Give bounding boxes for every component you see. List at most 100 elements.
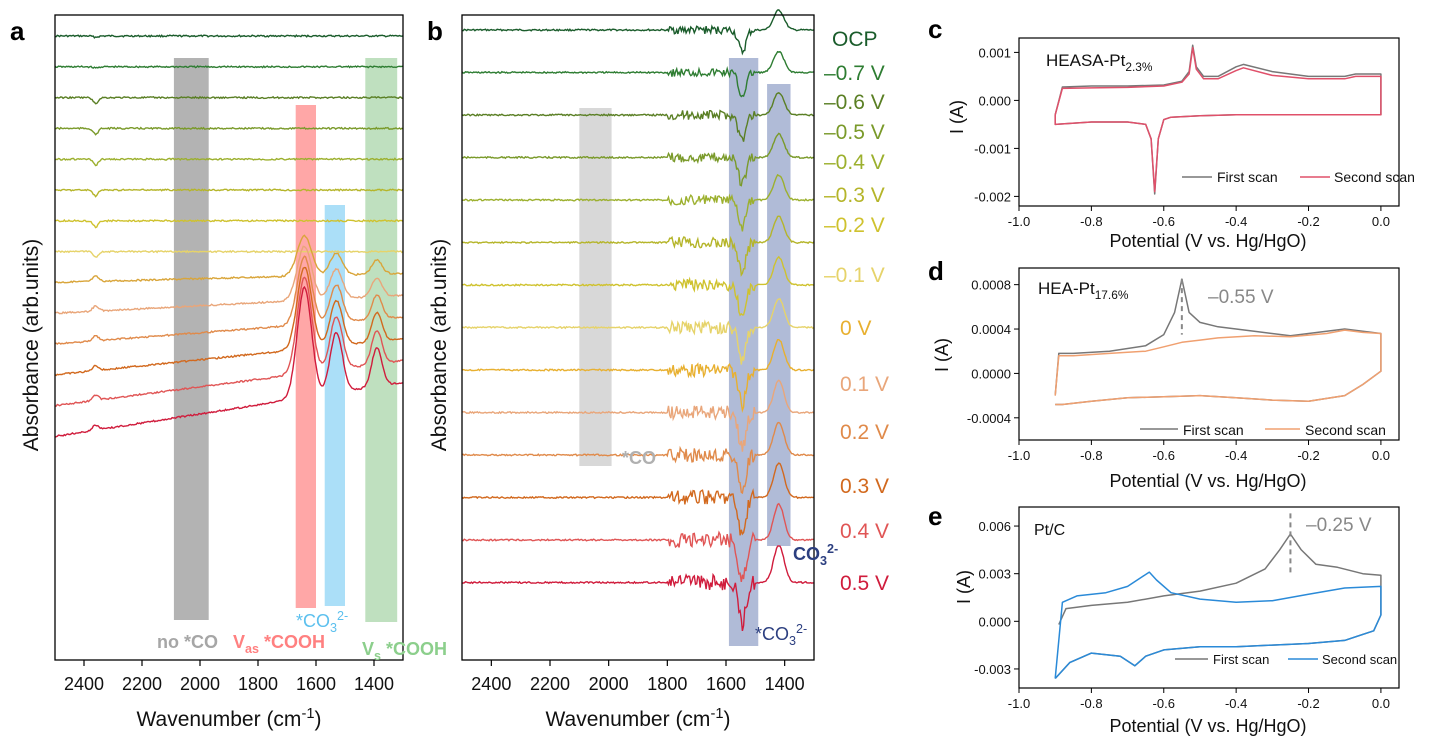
spectrum-01v (461, 298, 815, 365)
x-tick-label: -0.4 (1225, 448, 1247, 463)
panel-e-ylabel: I (A) (954, 570, 974, 604)
y-tick-label: 0.0008 (971, 278, 1011, 293)
x-tick-label: -0.4 (1225, 214, 1247, 229)
x-tick-label: 1400 (354, 674, 394, 694)
legend-first: First scan (1213, 652, 1269, 667)
panel-a: a 2400 2200 2000 1800 1600 1400 Absorbance (a… (10, 14, 447, 731)
panel-a-xlabel: Wavenumber (cm-1) (137, 706, 322, 731)
panel-e: e -1.0 -0.8 -0.6 -0.4 -0.2 0.0 0.006 0.003 0.000… (928, 501, 1400, 736)
spectrum-03v (54, 266, 404, 377)
x-tick-label: -0.6 (1153, 448, 1175, 463)
potential-label: 0.5 V (840, 572, 889, 595)
legend-first: First scan (1183, 422, 1244, 438)
panel-c: c -1.0 -0.8 -0.6 -0.4 -0.2 0.0 0.001 0.000 -0.00… (928, 14, 1415, 251)
x-tick-label: -0.2 (1297, 214, 1319, 229)
x-tick-label: 2400 (64, 674, 104, 694)
legend-second: Second scan (1334, 169, 1415, 185)
band-label-co3-b-lower: *CO32- (755, 622, 807, 648)
spectrum-02v (461, 255, 815, 317)
x-tick-label: -0.2 (1297, 696, 1319, 711)
plot-frame (1018, 267, 1400, 441)
panel-c-ylabel: I (A) (947, 100, 967, 134)
panel-a-frame (54, 14, 404, 661)
x-tick-label: 2200 (122, 674, 162, 694)
y-tick-label: 0.0000 (971, 366, 1011, 381)
spectrum-05v (54, 285, 404, 438)
spectrum-04v (461, 173, 815, 232)
y-tick-label: -0.0004 (967, 411, 1011, 426)
potential-label: 0.4 V (840, 520, 889, 543)
panel-e-legend: First scan Second scan (1175, 652, 1397, 667)
band-1 (295, 105, 316, 608)
panel-d-xlabel: Potential (V vs. Hg/HgO) (1109, 471, 1306, 491)
panel-b-ylabel: Absorbance (arb.units) (428, 239, 451, 451)
spectrum-07v (54, 65, 404, 69)
potential-label: –0.3 V (824, 184, 885, 207)
x-tick-label: 0.0 (1372, 696, 1390, 711)
spectrum-07v (461, 50, 815, 98)
potential-label: –0.5 V (824, 121, 885, 144)
spectrum-06v (54, 95, 403, 105)
cv-second-scan (1054, 329, 1382, 406)
legend-second: Second scan (1305, 422, 1386, 438)
spectrum-05v (461, 132, 815, 187)
band-label-co3-b-upper: CO32- (793, 542, 838, 568)
x-tick-label: -0.4 (1225, 696, 1247, 711)
x-tick-label: -0.6 (1153, 214, 1175, 229)
panel-b: b 2400 2200 2000 1800 1600 1400 Absorbance (a… (427, 9, 889, 731)
panel-e-letter: e (928, 501, 942, 531)
panel-b-xlabel: Wavenumber (cm-1) (546, 706, 731, 731)
panel-d: d -1.0 -0.8 -0.6 -0.4 -0.2 0.0 0.0008 0.0004 0.0… (928, 256, 1400, 491)
spectrum-03v (461, 462, 815, 536)
panel-d-annotation: –0.55 V (1208, 287, 1274, 308)
spectrum-03v (54, 188, 404, 198)
panel-c-letter: c (928, 14, 942, 44)
panel-d-letter: d (928, 256, 944, 286)
x-tick-label: 0.0 (1372, 214, 1390, 229)
x-tick-label: -0.2 (1297, 448, 1319, 463)
spectrum-04v (54, 276, 404, 407)
x-tick-label: 2400 (471, 674, 511, 694)
band-label-no-co: no *CO (157, 632, 218, 652)
spectrum-02v (54, 255, 404, 346)
x-tick-label: 2200 (530, 674, 570, 694)
x-tick-label: 1800 (238, 674, 278, 694)
spectrum-05v (461, 545, 814, 632)
cv-second-scan (1054, 46, 1382, 193)
spectrum-02v (54, 218, 404, 229)
spectrum-03v (461, 215, 815, 277)
panel-e-annotation: –0.25 V (1306, 515, 1372, 536)
y-tick-label: 0.003 (978, 567, 1011, 582)
legend-first: First scan (1217, 169, 1278, 185)
potential-label: 0 V (840, 317, 872, 340)
y-tick-label: 0.000 (978, 614, 1011, 629)
band-label-vs-cooh: Vs *COOH (362, 639, 447, 663)
x-tick-label: -0.6 (1153, 696, 1175, 711)
panel-d-ylabel: I (A) (932, 338, 952, 372)
x-tick-label: -1.0 (1008, 448, 1030, 463)
band-label-co-b: *CO (622, 448, 656, 468)
y-tick-label: -0.003 (974, 662, 1011, 677)
band-0 (579, 108, 612, 466)
spectrum-0v (461, 339, 815, 413)
band-1 (728, 58, 759, 646)
spectrum-01v (54, 245, 404, 315)
potential-label: –0.4 V (824, 151, 885, 174)
x-tick-label: 1600 (296, 674, 336, 694)
x-tick-label: 1400 (765, 674, 805, 694)
potential-label: –0.1 V (824, 264, 885, 287)
x-tick-label: -1.0 (1008, 214, 1030, 229)
x-tick-label: -0.8 (1080, 696, 1102, 711)
panel-a-ylabel: Absorbance (arb.units) (20, 239, 43, 451)
band-2 (324, 205, 345, 606)
panel-e-sample: Pt/C (1034, 522, 1065, 539)
band-label-co3: *CO32- (296, 609, 348, 635)
y-tick-label: -0.001 (974, 141, 1011, 156)
potential-label: 0.3 V (840, 475, 889, 498)
potential-label: OCP (832, 28, 878, 51)
spectrum-ocp (54, 34, 404, 39)
potential-label: 0.2 V (840, 421, 889, 444)
x-tick-label: 0.0 (1372, 448, 1390, 463)
panel-c-sample: HEASA-Pt2.3% (1046, 51, 1153, 74)
